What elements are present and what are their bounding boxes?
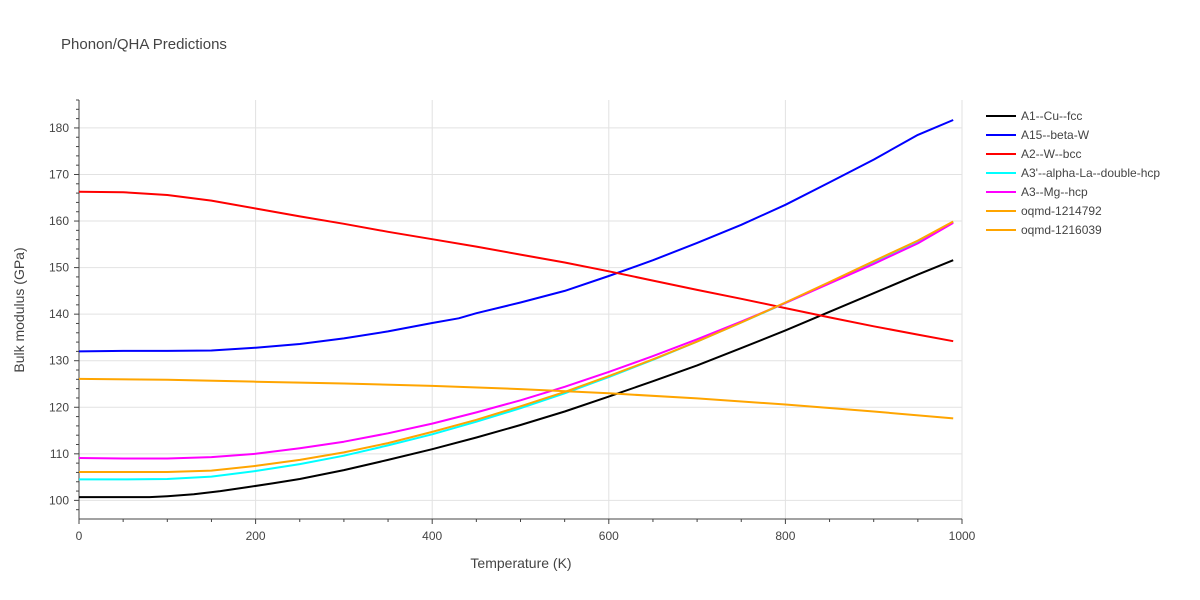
legend: A1--Cu--fcc A15--beta-W A2--W--bcc A3'--alp… [986,106,1160,239]
legend-item[interactable]: A1--Cu--fcc [986,106,1160,125]
legend-label: A1--Cu--fcc [1021,108,1083,123]
grid-lines [79,100,963,519]
legend-item[interactable]: oqmd-1214792 [986,201,1160,220]
legend-label: A3'--alpha-La--double-hcp [1021,165,1161,180]
x-axis-label: Temperature (K) [470,555,571,571]
series-line-a15-beta-w [78,119,954,353]
legend-item[interactable]: A3--Mg--hcp [986,182,1160,201]
y-tick-label: 100 [49,493,69,507]
y-tick-label: 120 [49,400,69,414]
series-lines [78,119,954,499]
legend-label: A2--W--bcc [1021,146,1082,161]
y-tick-label: 130 [49,354,69,368]
legend-item[interactable]: oqmd-1216039 [986,220,1160,239]
y-tick-label: 150 [49,261,69,275]
legend-item[interactable]: A3'--alpha-La--double-hcp [986,163,1160,182]
legend-label: oqmd-1216039 [1021,222,1102,237]
series-line-oqmd-1216039 [79,220,954,473]
legend-swatch [986,171,1016,174]
x-tick-label: 1000 [949,529,976,543]
legend-item[interactable]: A2--W--bcc [986,144,1160,163]
y-tick-label: 160 [49,214,69,228]
x-tick-label: 0 [76,529,83,543]
legend-swatch [986,228,1016,231]
x-tick-label: 200 [246,529,266,543]
y-axis-label: Bulk modulus (GPa) [11,247,27,372]
legend-swatch [986,190,1016,193]
legend-swatch [986,209,1016,212]
legend-label: oqmd-1214792 [1021,203,1102,218]
series-line-a3-mg-hcp [78,222,954,460]
chart-title: Phonon/QHA Predictions [61,36,227,53]
axes: 0 200 400 600 800 1000 100 110 120 130 140 150 160 17… [49,99,976,543]
x-tick-label: 400 [422,529,442,543]
legend-swatch [986,114,1016,117]
x-tick-label: 600 [599,529,619,543]
legend-label: A15--beta-W [1021,127,1090,142]
series-line-oqmd-1214792 [78,377,954,420]
legend-item[interactable]: A15--beta-W [986,125,1160,144]
series-line-a2-w-bcc [78,190,954,343]
series-line-a1-cu-fcc [79,259,954,499]
y-tick-label: 140 [49,307,69,321]
y-tick-label: 180 [49,121,69,135]
y-tick-label: 110 [50,447,69,461]
y-tick-label: 170 [49,167,69,181]
legend-label: A3--Mg--hcp [1021,184,1088,199]
legend-swatch [986,133,1016,136]
x-tick-label: 800 [775,529,795,543]
legend-swatch [986,152,1016,155]
